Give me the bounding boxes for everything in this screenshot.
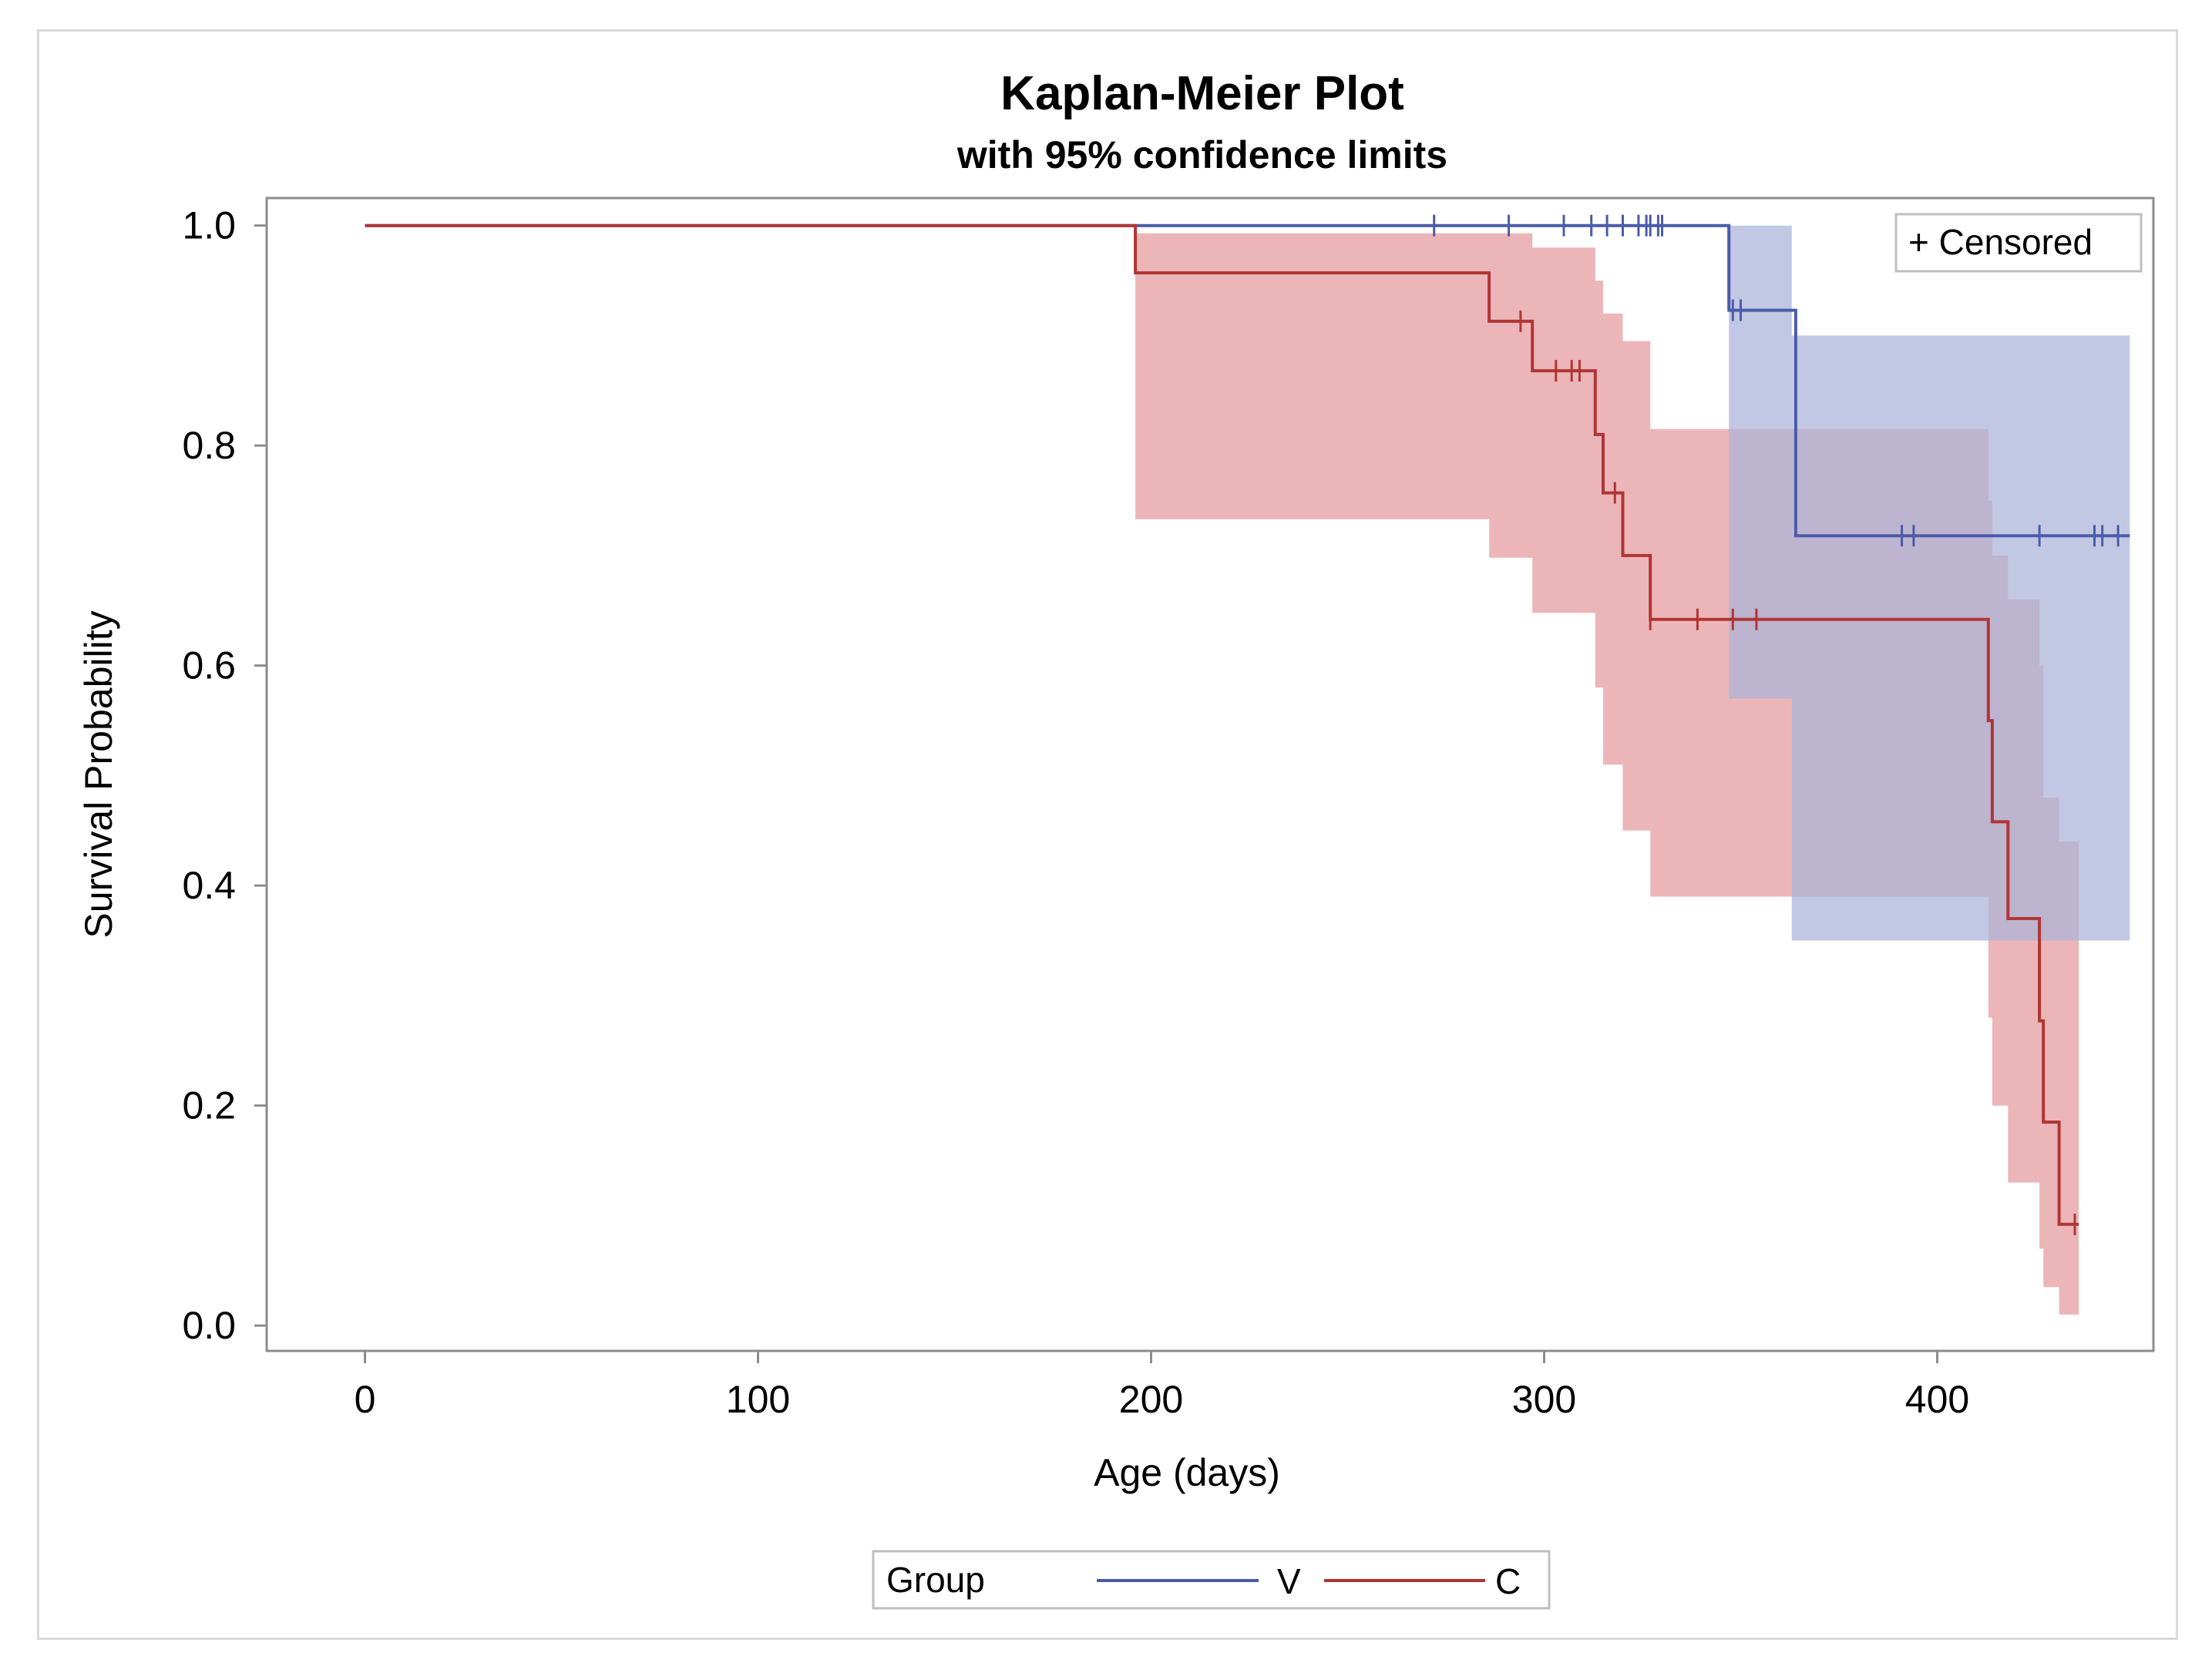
- x-tick-label: 300: [1512, 1378, 1576, 1421]
- legend-label-v: V: [1277, 1561, 1301, 1601]
- y-tick-label: 0.8: [182, 424, 236, 467]
- y-tick-label: 0.6: [182, 644, 236, 687]
- plot-area-frame: [265, 197, 2155, 1352]
- x-tick-label: 0: [355, 1378, 376, 1421]
- chart-subtitle: with 95% confidence limits: [956, 133, 1447, 176]
- survival-curve-v: [365, 223, 2130, 538]
- legend-title: Group: [886, 1560, 985, 1600]
- legend: Group V C: [872, 1550, 1551, 1610]
- x-tick-label: 200: [1119, 1378, 1183, 1421]
- censored-inset: + Censored: [1894, 213, 2143, 273]
- censored-inset-box: [1894, 213, 2143, 273]
- ci-band-v: [1729, 225, 2130, 941]
- y-tick-label: 0.0: [182, 1304, 236, 1347]
- y-axis-label: Survival Probability: [77, 610, 120, 938]
- axis-ticks: 0 100 200 300 400 0.0 0.2 0.4 0.6 0.8 1.0: [182, 204, 1969, 1421]
- censored-inset-label: + Censored: [1908, 222, 2093, 262]
- y-tick-label: 0.4: [182, 864, 236, 907]
- confidence-bands: [1135, 225, 2130, 1315]
- y-tick-label: 0.2: [182, 1084, 236, 1127]
- chart-title: Kaplan-Meier Plot: [1000, 67, 1404, 120]
- y-tick-label: 1.0: [182, 204, 236, 247]
- survival-curves: [365, 223, 2130, 1226]
- survival-curve-c: [365, 223, 2079, 1226]
- x-axis-label: Age (days): [1094, 1451, 1280, 1494]
- censor-marks: [1433, 214, 2120, 1235]
- x-tick-label: 400: [1905, 1378, 1969, 1421]
- legend-label-c: C: [1495, 1561, 1521, 1601]
- x-tick-label: 100: [726, 1378, 790, 1421]
